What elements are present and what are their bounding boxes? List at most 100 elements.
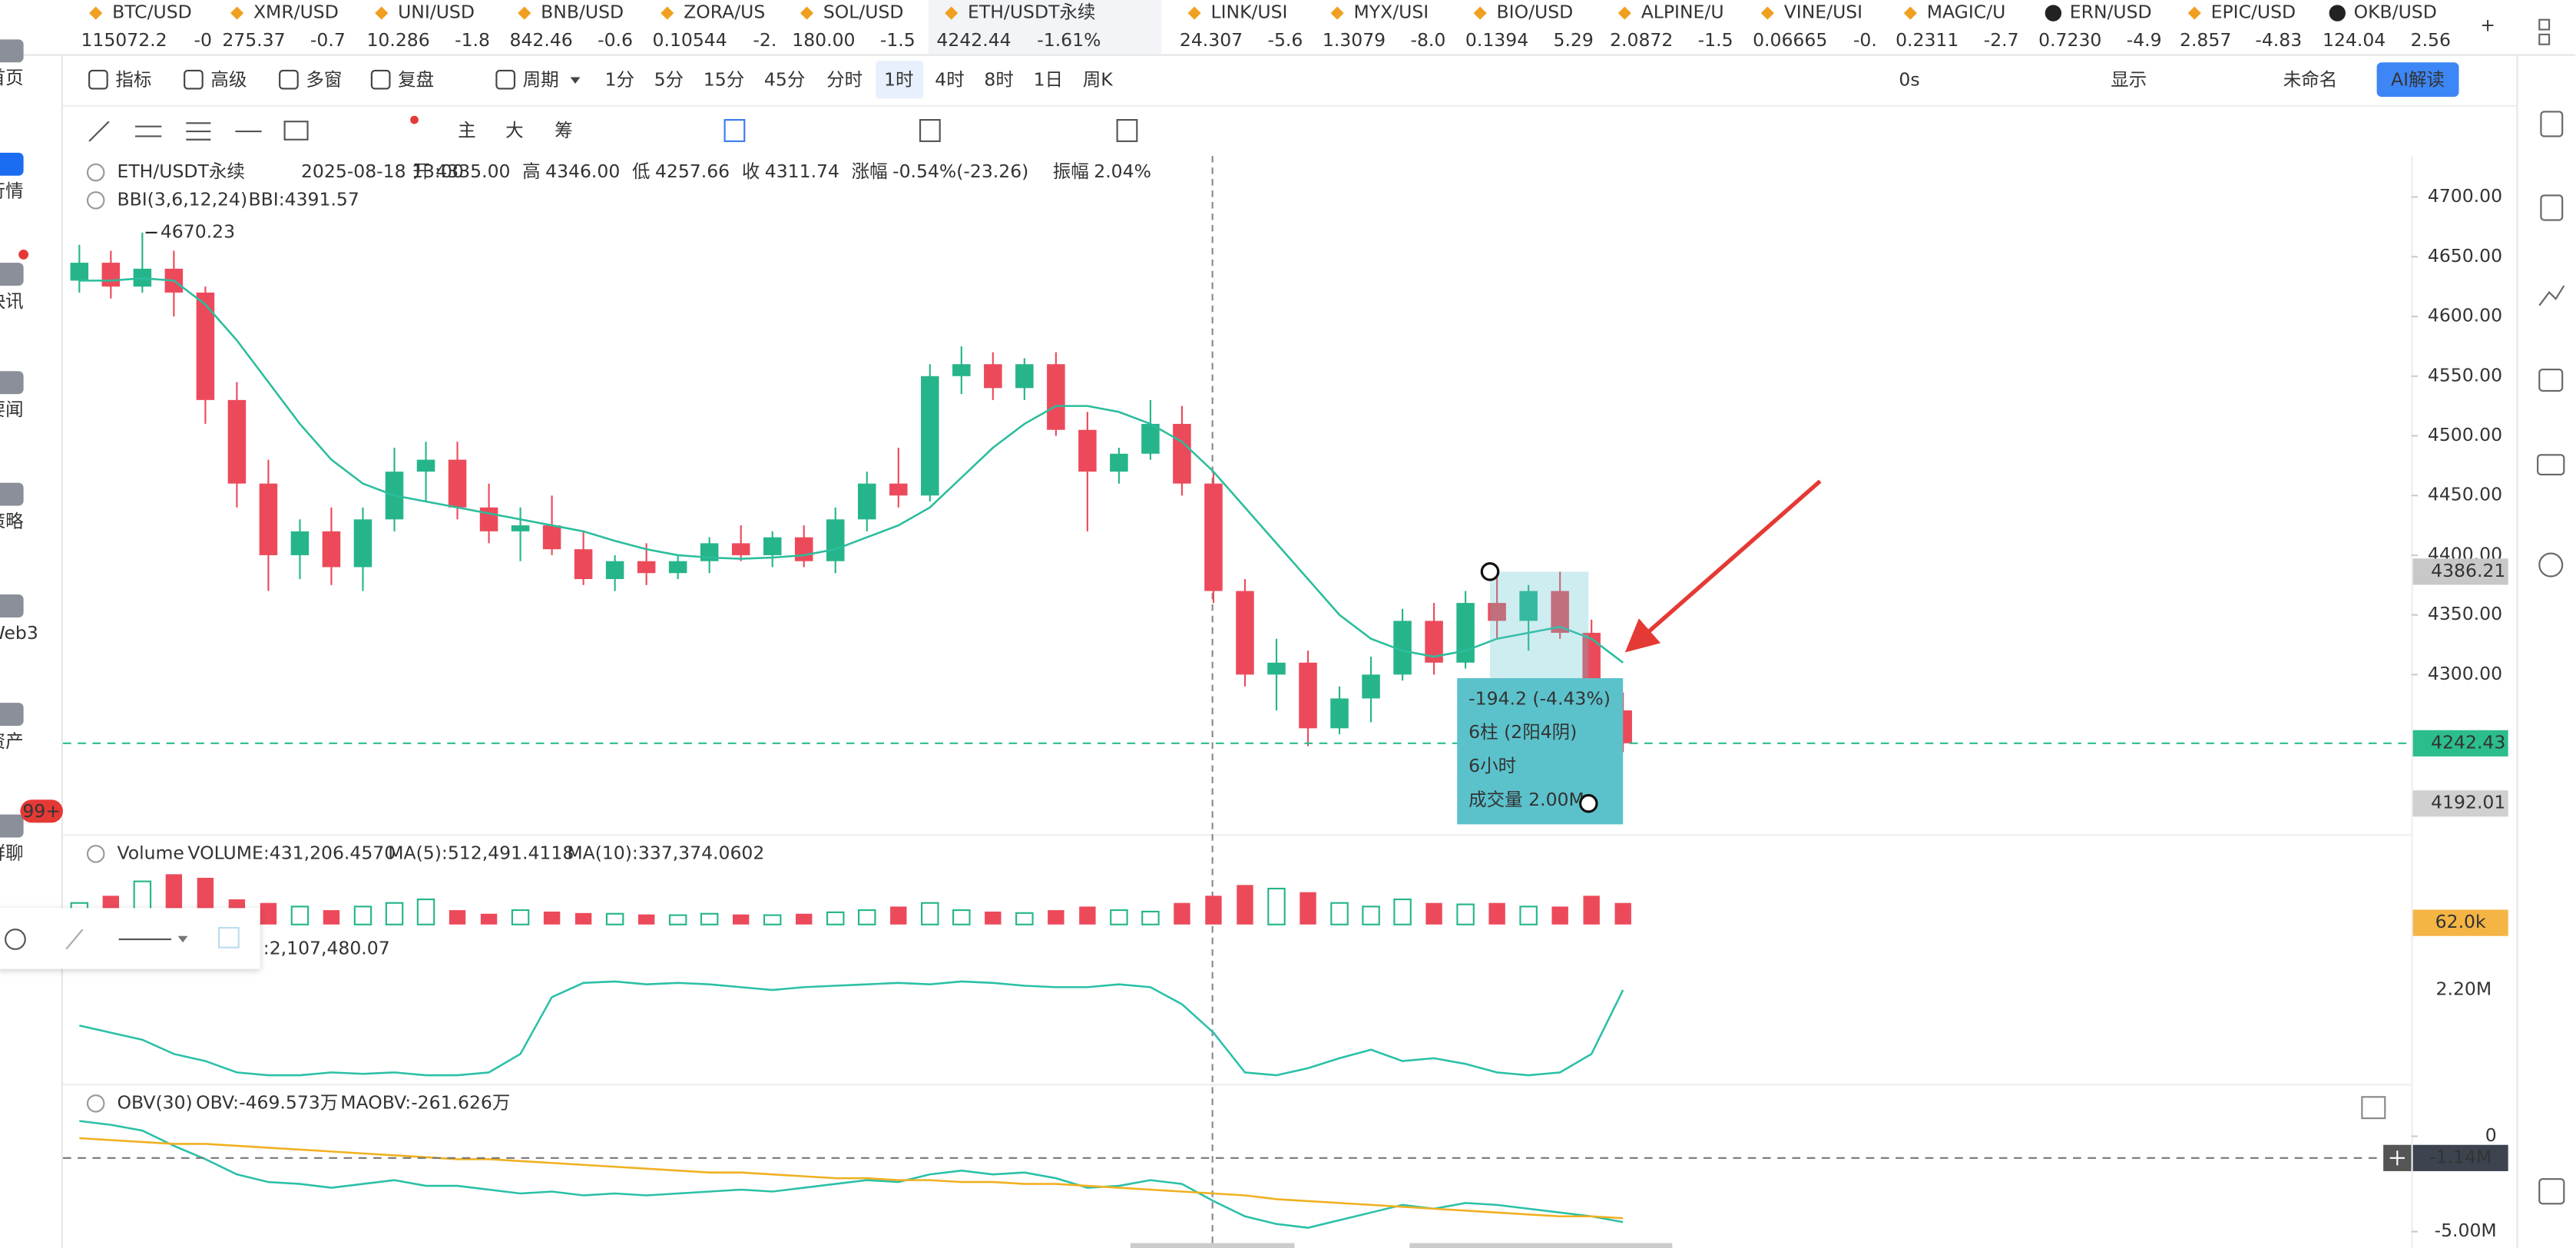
sidebar-icon[interactable]: [0, 152, 24, 176]
ticker-price[interactable]: 0.1394: [1465, 29, 1528, 51]
ticker-price[interactable]: 0.10544: [653, 29, 727, 51]
icon[interactable]: [2538, 33, 2551, 45]
sidebar-icon[interactable]: [0, 814, 24, 838]
icon[interactable]: [2540, 194, 2564, 221]
ticker-symbol[interactable]: MYX/USI: [1354, 2, 1429, 23]
measure-handle[interactable]: [1480, 562, 1500, 581]
ticker-change[interactable]: -4.9: [2127, 29, 2162, 51]
sidebar-label[interactable]: 策略: [0, 510, 24, 531]
ticker-symbol[interactable]: SOL/USD: [823, 2, 904, 23]
icon[interactable]: [2537, 454, 2565, 475]
sidebar-label[interactable]: Web3: [0, 622, 38, 644]
period-button[interactable]: 45分: [764, 68, 805, 90]
ticker-symbol[interactable]: ERN/USD: [2070, 2, 2152, 23]
sidebar-icon[interactable]: [0, 703, 24, 727]
period-button[interactable]: 5分: [654, 68, 684, 90]
ticker-change[interactable]: -1.5: [1698, 29, 1733, 51]
sidebar-label[interactable]: 快讯: [0, 290, 24, 312]
period-button[interactable]: 1时: [884, 68, 913, 90]
ticker-price[interactable]: 180.00: [792, 29, 855, 51]
ticker-change[interactable]: -5.6: [1267, 29, 1303, 51]
toggle-icon[interactable]: [86, 191, 105, 210]
icon[interactable]: [2540, 111, 2564, 137]
icon[interactable]: [723, 119, 746, 142]
ticker-change[interactable]: 2.56: [2411, 29, 2451, 51]
ticker-change[interactable]: -0.: [1853, 29, 1877, 51]
period-button[interactable]: 1分: [605, 68, 634, 90]
ticker-symbol[interactable]: UNI/USD: [398, 2, 475, 23]
icon[interactable]: [1116, 119, 1138, 142]
toolbar-item[interactable]: 周期: [523, 68, 559, 90]
ticker-change[interactable]: -0.7: [310, 29, 346, 51]
sidebar-label[interactable]: 资产: [0, 730, 24, 752]
ticker-price[interactable]: 0.7230: [2038, 29, 2101, 51]
icon[interactable]: [2538, 1178, 2565, 1205]
ticker-symbol[interactable]: MAGIC/U: [1927, 2, 2006, 23]
sidebar-label[interactable]: 行情: [0, 180, 24, 202]
ticker-symbol[interactable]: VINE/USI: [1784, 2, 1862, 23]
ticker-symbol[interactable]: LINK/USI: [1211, 2, 1288, 23]
ticker-symbol[interactable]: OKB/USD: [2354, 2, 2437, 23]
toolbar-right-item[interactable]: 未命名: [2283, 68, 2338, 90]
scrollbar[interactable]: [1130, 1243, 1295, 1248]
ticker-symbol[interactable]: BTC/USD: [112, 2, 192, 23]
sidebar-label[interactable]: 群聊: [0, 842, 24, 863]
ticker-price[interactable]: 1.3079: [1323, 29, 1386, 51]
icon[interactable]: [283, 121, 309, 141]
ai-button[interactable]: AI解读: [2391, 68, 2445, 90]
icon[interactable]: [65, 929, 84, 950]
expand-icon[interactable]: [2361, 1096, 2386, 1120]
ticker-price[interactable]: 124.04: [2323, 29, 2386, 51]
ticker-price[interactable]: 4242.44: [936, 29, 1011, 51]
toggle-icon[interactable]: [86, 845, 105, 863]
ticker-change[interactable]: -8.0: [1411, 29, 1446, 51]
sidebar-icon[interactable]: [0, 594, 24, 617]
ticker-price[interactable]: 2.857: [2180, 29, 2231, 51]
ticker-price[interactable]: 0.2311: [1896, 29, 1958, 51]
toolbar-item[interactable]: 高级: [210, 68, 247, 90]
ticker-symbol[interactable]: XMR/USD: [253, 2, 339, 23]
ticker-change[interactable]: -1.61%: [1037, 29, 1101, 51]
period-button[interactable]: 周K: [1083, 68, 1114, 90]
ticker-price[interactable]: 24.307: [1180, 29, 1243, 51]
ticker-price[interactable]: 0.06665: [1753, 29, 1827, 51]
ticker-change[interactable]: -0: [194, 29, 212, 51]
draw-tool[interactable]: 大: [505, 120, 524, 141]
ticker-change[interactable]: -0.6: [598, 29, 633, 51]
toolbar-right-item[interactable]: 显示: [2111, 68, 2147, 90]
toolbar-item[interactable]: 指标: [115, 68, 151, 90]
ticker-change[interactable]: 5.29: [1554, 29, 1594, 51]
icon[interactable]: [2538, 552, 2564, 578]
ticker-symbol[interactable]: EPIC/USD: [2211, 2, 2296, 23]
toolbar-item[interactable]: 复盘: [398, 68, 434, 90]
toolbar-item[interactable]: 多窗: [306, 68, 342, 90]
icon[interactable]: [88, 121, 110, 142]
sidebar-icon[interactable]: [0, 371, 24, 395]
icon[interactable]: [2538, 285, 2565, 306]
period-button[interactable]: 1日: [1034, 68, 1063, 90]
draw-tool[interactable]: 筹: [555, 120, 573, 141]
add-tab[interactable]: +: [2480, 15, 2495, 36]
ticker-symbol[interactable]: ALPINE/U: [1641, 2, 1724, 23]
ticker-change[interactable]: -2.7: [1984, 29, 2019, 51]
ticker-change[interactable]: -1.5: [880, 29, 916, 51]
ticker-symbol[interactable]: BNB/USD: [541, 2, 624, 23]
ticker-symbol[interactable]: ETH/USDT永续: [968, 2, 1095, 23]
ticker-price[interactable]: 842.46: [510, 29, 573, 51]
icon[interactable]: [2538, 18, 2551, 31]
ticker-price[interactable]: 115072.2: [81, 29, 167, 51]
period-button[interactable]: 4时: [935, 68, 964, 90]
sidebar-icon[interactable]: [0, 482, 24, 506]
toggle-icon[interactable]: [86, 1094, 105, 1113]
sidebar-icon[interactable]: [0, 39, 24, 63]
icon[interactable]: [5, 929, 26, 950]
ticker-symbol[interactable]: ZORA/US: [684, 2, 765, 23]
ticker-symbol[interactable]: BIO/USD: [1497, 2, 1574, 23]
icon[interactable]: [919, 119, 941, 142]
toggle-icon[interactable]: [86, 163, 105, 182]
sidebar-label[interactable]: 首页: [0, 67, 24, 88]
period-button[interactable]: 8时: [984, 68, 1013, 90]
sidebar-icon[interactable]: [0, 263, 24, 286]
toolbar-right-item[interactable]: 0s: [1899, 68, 1919, 90]
ticker-price[interactable]: 2.0872: [1610, 29, 1673, 51]
